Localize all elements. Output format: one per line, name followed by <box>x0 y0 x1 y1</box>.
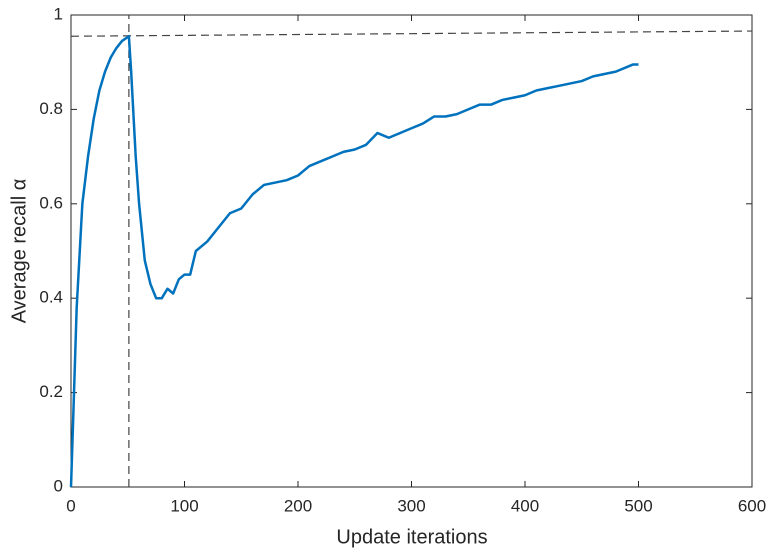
y-tick-label: 0.2 <box>39 382 63 401</box>
x-tick-label: 400 <box>511 496 539 515</box>
x-tick-label: 300 <box>397 496 425 515</box>
y-axis-label: Average recall α <box>8 179 30 324</box>
y-tick-label: 0.8 <box>39 99 63 118</box>
x-tick-label: 600 <box>738 496 766 515</box>
guide-line <box>70 30 753 37</box>
y-tick-label: 0.6 <box>39 193 63 212</box>
x-tick-label: 500 <box>624 496 652 515</box>
y-tick-label: 1 <box>54 4 63 23</box>
x-tick-label: 200 <box>284 496 312 515</box>
x-tick-label: 100 <box>170 496 198 515</box>
y-tick-label: 0.4 <box>39 288 63 307</box>
x-tick-label: 0 <box>66 496 75 515</box>
plot-frame <box>70 14 753 488</box>
x-axis-label: Update iterations <box>336 526 487 548</box>
data-line <box>69 34 639 488</box>
y-tick-label: 0 <box>54 476 63 495</box>
